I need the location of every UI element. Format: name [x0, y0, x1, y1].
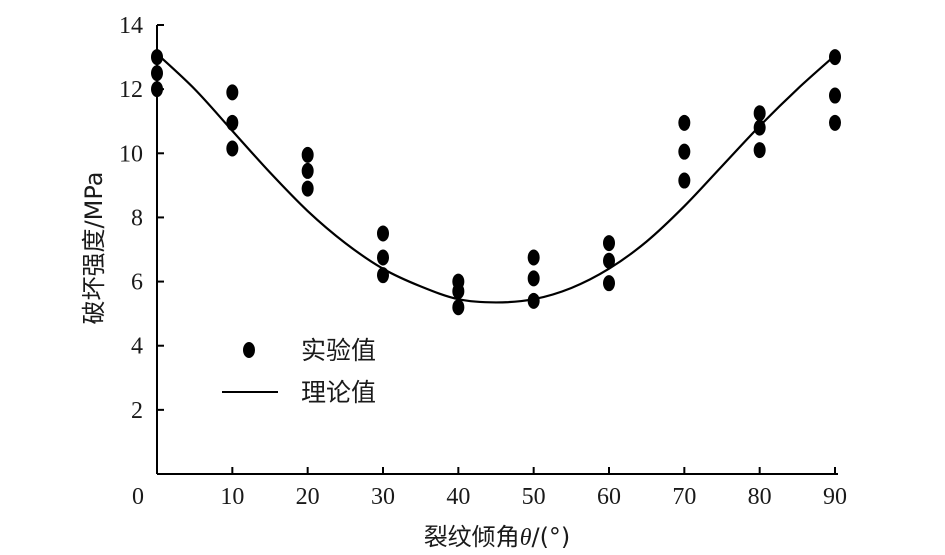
- data-point: [226, 140, 239, 157]
- data-point: [829, 87, 841, 104]
- y-ticks: 2 4 6 8 10 12 14: [119, 13, 164, 424]
- data-point: [301, 180, 314, 197]
- y-tick-label: 8: [131, 205, 143, 231]
- y-tick-label: 12: [119, 77, 143, 103]
- axes: [156, 25, 838, 475]
- x-tick-label: 10: [220, 484, 244, 510]
- data-point: [829, 49, 841, 66]
- x-tick-label: 90: [823, 484, 847, 510]
- x-axis-title-symbol: θ: [520, 525, 532, 551]
- data-point: [452, 299, 465, 316]
- x-tick-label: 30: [371, 484, 395, 510]
- x-tick-label: 70: [672, 484, 696, 510]
- x-tick-label: 40: [446, 484, 470, 510]
- x-tick-label: 80: [748, 484, 772, 510]
- legend-marker-points: [243, 342, 255, 358]
- legend: 实验值 理论值: [222, 336, 376, 407]
- data-point: [301, 162, 314, 179]
- data-point: [301, 146, 314, 163]
- data-point: [829, 114, 841, 131]
- data-point: [151, 81, 163, 98]
- data-point: [226, 114, 239, 131]
- data-point: [377, 225, 389, 242]
- data-point: [527, 292, 540, 309]
- data-point: [151, 49, 163, 66]
- y-tick-label: 14: [119, 13, 143, 39]
- y-axis-title: 破坏强度/MPa: [80, 172, 108, 325]
- legend-label-points: 实验值: [301, 336, 376, 365]
- data-point: [226, 84, 239, 101]
- data-point: [678, 172, 691, 189]
- y-tick-label: 2: [131, 398, 143, 424]
- plot-area: [151, 49, 841, 316]
- x-tick-label: 60: [597, 484, 621, 510]
- data-point: [377, 267, 389, 284]
- x-axis-title-suffix: /(°): [531, 523, 570, 551]
- data-point: [753, 105, 766, 122]
- legend-label-line: 理论值: [301, 378, 376, 407]
- data-point: [753, 119, 766, 136]
- data-point: [753, 142, 766, 159]
- data-point: [678, 114, 691, 131]
- x-axis-title-prefix: 裂纹倾角: [424, 523, 520, 551]
- data-point: [603, 275, 615, 292]
- data-point: [527, 249, 540, 266]
- y-tick-label: 6: [131, 270, 143, 296]
- x-ticks: 0 10 20 30 40 50 60 70 80 90: [132, 467, 847, 510]
- data-point: [603, 235, 615, 252]
- data-point: [452, 283, 465, 300]
- data-point: [527, 270, 540, 287]
- data-point: [377, 249, 389, 266]
- x-tick-label: 0: [132, 484, 144, 510]
- x-tick-label: 20: [296, 484, 320, 510]
- theory-curve: [156, 53, 836, 304]
- x-tick-label: 50: [522, 484, 546, 510]
- x-axis-title: 裂纹倾角θ/(°): [424, 523, 571, 551]
- data-point: [151, 65, 163, 82]
- y-tick-label: 4: [131, 334, 143, 360]
- data-point: [678, 143, 691, 160]
- data-point: [603, 252, 615, 269]
- y-tick-label: 10: [119, 141, 143, 167]
